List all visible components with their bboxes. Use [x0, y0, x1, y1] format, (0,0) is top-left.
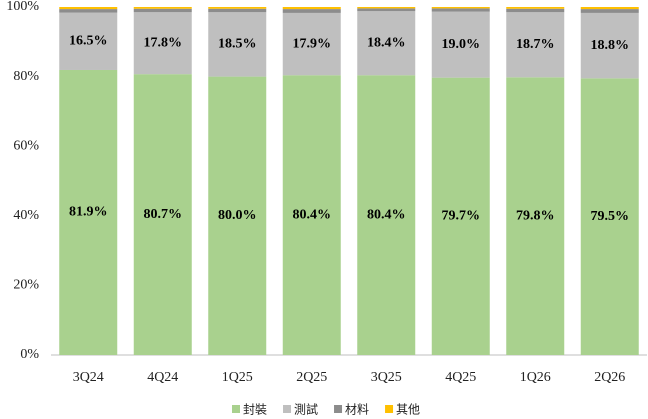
bar-segment: [506, 12, 565, 78]
bar-segment: [357, 8, 416, 12]
bar-segment: [133, 74, 192, 355]
y-tick-label: 80%: [13, 69, 39, 84]
x-tick-label: 4Q24: [147, 370, 178, 385]
value-label: 79.7%: [442, 209, 481, 224]
value-label: 16.5%: [69, 33, 108, 48]
bar-segment: [208, 12, 267, 77]
legend-label: 材料: [345, 403, 369, 417]
value-label: 80.4%: [293, 207, 332, 222]
legend-label: 其他: [396, 403, 420, 417]
legend-swatch: [232, 405, 240, 413]
value-label: 17.8%: [144, 35, 183, 50]
bar-segment: [506, 8, 565, 13]
bar-segment: [59, 9, 118, 13]
bar-segment: [282, 75, 341, 355]
value-label: 19.0%: [442, 37, 481, 52]
bar-segment: [506, 77, 565, 356]
bar-segment: [357, 7, 416, 9]
value-label: 18.7%: [516, 37, 555, 52]
bar-segment: [580, 7, 639, 10]
value-label: 17.9%: [293, 36, 332, 51]
bar-segment: [431, 7, 490, 9]
bar-segment: [208, 7, 267, 9]
value-label: 80.4%: [367, 207, 406, 222]
x-tick-label: 3Q25: [371, 370, 402, 385]
value-label: 79.5%: [591, 209, 630, 224]
bar-segment: [431, 8, 490, 12]
y-tick-label: 40%: [13, 208, 39, 223]
bar-segment: [133, 12, 192, 75]
y-tick-label: 60%: [13, 138, 39, 153]
value-label: 18.5%: [218, 37, 257, 52]
legend-label: 測試: [294, 402, 318, 417]
bar-segment: [506, 7, 565, 9]
bar-segment: [133, 8, 192, 13]
bar-segment: [59, 7, 118, 10]
x-tick-label: 3Q24: [73, 370, 104, 385]
legend-label: 封裝: [243, 403, 267, 417]
value-label: 79.8%: [516, 208, 555, 223]
y-tick-label: 20%: [13, 278, 39, 293]
bar-segment: [208, 76, 267, 355]
value-label: 80.7%: [144, 207, 183, 222]
bar-segment: [208, 8, 267, 13]
x-tick-label: 1Q25: [222, 370, 253, 385]
bar-segment: [59, 12, 118, 70]
bar-segment: [282, 12, 341, 76]
bar-segment: [357, 11, 416, 76]
x-tick-label: 1Q26: [520, 370, 551, 385]
value-label: 81.9%: [69, 205, 108, 220]
legend-swatch: [385, 405, 394, 413]
bar-segment: [580, 12, 639, 79]
value-label: 80.0%: [218, 208, 257, 223]
legend-swatch: [334, 405, 343, 413]
bar-segment: [580, 9, 639, 13]
x-tick-label: 2Q25: [296, 370, 327, 385]
bar-segment: [431, 11, 490, 78]
legend-swatch: [283, 405, 292, 413]
value-label: 18.8%: [591, 38, 630, 53]
bar-segment: [431, 77, 490, 356]
bar-segment: [580, 78, 639, 355]
x-tick-label: 4Q25: [445, 370, 476, 385]
y-tick-label: 100%: [6, 0, 39, 14]
bar-segment: [282, 9, 341, 13]
bar-segment: [133, 7, 192, 9]
bar-segment: [282, 7, 341, 10]
y-tick-label: 0%: [20, 347, 39, 362]
bar-segment: [357, 75, 416, 355]
value-label: 18.4%: [367, 35, 406, 50]
x-tick-label: 2Q26: [594, 370, 625, 385]
bar-segment: [59, 69, 118, 355]
